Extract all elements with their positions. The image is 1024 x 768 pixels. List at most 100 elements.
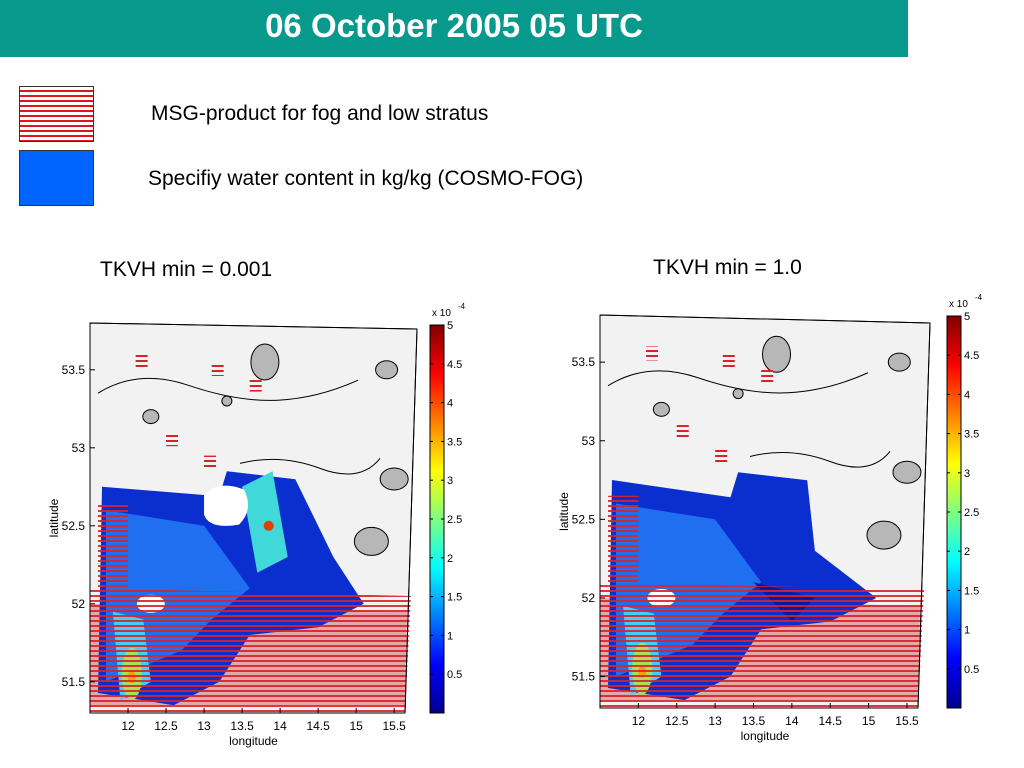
colorbar-exponent-label: x 10: [432, 308, 451, 319]
legend-swatch-water: [19, 150, 94, 206]
colorbar-tick-label: 5: [964, 311, 970, 323]
y-tick-label: 51.5: [572, 670, 596, 684]
colorbar-exponent-label: x 10: [949, 299, 968, 310]
colorbar-tick-label: 2: [447, 553, 453, 565]
colorbar-tick-label: 2.5: [964, 507, 979, 519]
x-tick-label: 14: [785, 714, 799, 728]
msg-hatch-south: [600, 582, 924, 708]
msg-hatch-west: [98, 502, 129, 589]
gray-cloud-3: [375, 360, 399, 380]
msg-hatch-patch-1: [646, 346, 659, 361]
colorbar-tick-label: 1: [964, 625, 970, 637]
colorbar-tick-label: 0.5: [964, 664, 979, 676]
x-tick-label: 13.5: [230, 719, 254, 733]
x-tick-label: 15.5: [383, 719, 407, 733]
gray-cloud-1: [762, 335, 792, 373]
colorbar-tick-label: 1: [447, 630, 453, 642]
msg-hatch-patch-3: [761, 370, 774, 385]
title-bar: [0, 0, 908, 57]
gray-cloud-4: [379, 467, 409, 491]
x-tick-label: 14.5: [306, 719, 330, 733]
contour-line-2: [239, 458, 381, 475]
colorbar-tick-label: 1.5: [964, 585, 979, 597]
x-tick-label: 15: [349, 719, 363, 733]
x-tick-label: 15.5: [895, 714, 919, 728]
x-tick-label: 12: [121, 719, 135, 733]
page-title: 06 October 2005 05 UTC: [265, 7, 643, 44]
x-tick-label: 13: [197, 719, 211, 733]
colorbar-exponent: -4: [975, 293, 983, 302]
colorbar-tick-label: 3: [447, 475, 453, 487]
x-tick-label: 12.5: [154, 719, 178, 733]
msg-hatch-patch-5: [204, 455, 217, 470]
msg-hatch-patch-2: [211, 362, 224, 376]
clear-patch: [204, 485, 249, 526]
msg-hatch-south: [90, 588, 411, 713]
colorbar-tick-label: 4.5: [964, 350, 979, 362]
y-axis-label: latitude: [47, 498, 61, 537]
gray-cloud-1: [250, 343, 280, 381]
y-tick-label: 53: [72, 441, 86, 455]
msg-hatch-patch-4: [676, 425, 689, 440]
gray-cloud-3: [887, 352, 911, 372]
colorbar-tick-label: 3.5: [447, 436, 462, 448]
x-axis-label: longitude: [741, 729, 790, 743]
msg-hatch-patch-1: [135, 354, 148, 369]
contour-line-1: [607, 370, 869, 394]
gray-cloud-4: [892, 460, 922, 484]
y-tick-label: 52: [72, 597, 86, 611]
gray-cloud-5: [353, 526, 389, 556]
msg-hatch-patch-5: [715, 448, 728, 463]
map-border: [89, 322, 418, 714]
water-max-3: [242, 471, 288, 573]
map-border: [599, 314, 931, 709]
y-tick-label: 52.5: [572, 512, 596, 526]
y-tick-label: 53.5: [62, 363, 86, 377]
x-tick-label: 14.5: [819, 714, 843, 728]
colorbar-tick-label: 4: [964, 389, 970, 401]
y-axis-label: latitude: [557, 492, 571, 531]
gray-cloud-5: [866, 520, 902, 550]
panel-title-right: TKVH min = 1.0: [653, 256, 802, 279]
msg-hatch-patch-3: [249, 377, 262, 392]
panel-title-left: TKVH min = 0.001: [100, 258, 273, 281]
colorbar-tick-label: 1.5: [447, 592, 462, 604]
colorbar-tick-label: 4.5: [447, 359, 462, 371]
y-tick-label: 51.5: [62, 675, 86, 689]
y-tick-label: 52: [582, 591, 596, 605]
contour-line-1: [97, 377, 359, 401]
y-tick-label: 53: [582, 434, 596, 448]
legend-label-fog: MSG-product for fog and low stratus: [151, 102, 489, 125]
x-tick-label: 13: [708, 714, 722, 728]
contour-line-2: [749, 451, 891, 468]
gray-cloud-2: [142, 409, 160, 425]
legend-label-water: Specifiy water content in kg/kg (COSMO-F…: [148, 167, 584, 190]
colorbar-tick-label: 5: [447, 320, 453, 332]
x-axis-label: longitude: [229, 734, 278, 748]
msg-hatch-west: [608, 495, 639, 583]
colorbar-tick-label: 2.5: [447, 514, 462, 526]
colorbar-tick-label: 4: [447, 398, 453, 410]
colorbar-tick-label: 3: [964, 468, 970, 480]
map-panel-2: [599, 314, 962, 709]
msg-hatch-patch-2: [722, 354, 735, 369]
x-tick-label: 15: [862, 714, 876, 728]
legend-swatch-fog: [19, 86, 94, 142]
x-tick-label: 12: [632, 714, 646, 728]
x-tick-label: 12.5: [665, 714, 689, 728]
water-max-4: [263, 520, 274, 531]
msg-hatch-patch-4: [166, 432, 179, 447]
x-tick-label: 13.5: [742, 714, 766, 728]
colorbar-tick-label: 0.5: [447, 669, 462, 681]
gray-cloud-2: [652, 401, 670, 417]
colorbar-tick-label: 2: [964, 546, 970, 558]
gray-cloud-6: [221, 395, 233, 407]
colorbar-tick-label: 3.5: [964, 429, 979, 441]
gray-cloud-6: [732, 388, 744, 400]
y-tick-label: 52.5: [62, 519, 86, 533]
x-tick-label: 14: [273, 719, 287, 733]
colorbar-exponent: -4: [458, 302, 466, 311]
y-tick-label: 53.5: [572, 355, 596, 369]
map-panel-1: [89, 322, 445, 714]
